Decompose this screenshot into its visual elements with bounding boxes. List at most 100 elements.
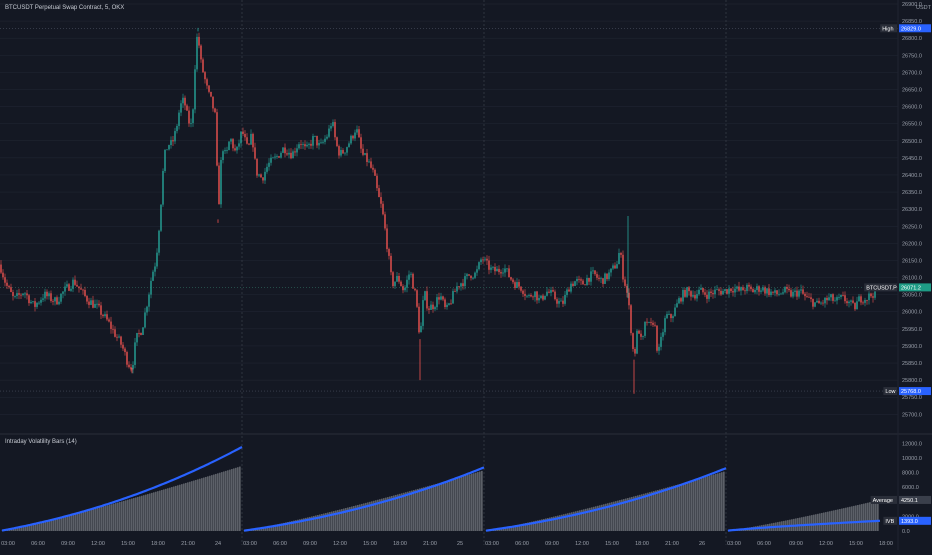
candle-body[interactable]	[18, 293, 19, 295]
candle-body[interactable]	[588, 278, 589, 282]
candle-body[interactable]	[768, 288, 769, 295]
candle-body[interactable]	[232, 139, 233, 148]
candle-body[interactable]	[542, 296, 543, 300]
candle-body[interactable]	[644, 322, 645, 336]
candle-body[interactable]	[100, 305, 101, 314]
candle-body[interactable]	[34, 301, 35, 307]
candle-body[interactable]	[186, 105, 187, 110]
candle-body[interactable]	[358, 129, 359, 137]
candle-body[interactable]	[576, 279, 577, 281]
candle-body[interactable]	[476, 269, 477, 272]
candle-body[interactable]	[454, 291, 455, 292]
candle-body[interactable]	[702, 288, 703, 292]
candle-body[interactable]	[716, 289, 717, 290]
candle-body[interactable]	[742, 287, 743, 290]
candle-body[interactable]	[112, 329, 113, 330]
candle-body[interactable]	[550, 290, 551, 293]
candle-body[interactable]	[418, 307, 419, 333]
candle-body[interactable]	[758, 286, 759, 292]
candle-body[interactable]	[4, 277, 5, 282]
candle-body[interactable]	[170, 140, 171, 145]
candle-body[interactable]	[6, 283, 7, 286]
candle-body[interactable]	[770, 292, 771, 295]
candle-body[interactable]	[848, 302, 849, 303]
candle-body[interactable]	[854, 303, 855, 309]
candle-body[interactable]	[736, 287, 737, 289]
candle-body[interactable]	[606, 274, 607, 280]
candle-body[interactable]	[338, 146, 339, 155]
candle-body[interactable]	[234, 148, 235, 150]
candle-body[interactable]	[82, 290, 83, 291]
candle-body[interactable]	[70, 289, 71, 291]
candle-body[interactable]	[524, 294, 525, 296]
candle-body[interactable]	[724, 289, 725, 291]
candle-body[interactable]	[838, 297, 839, 298]
candle-body[interactable]	[448, 303, 449, 304]
candle-body[interactable]	[116, 337, 117, 338]
candle-body[interactable]	[674, 308, 675, 317]
candle-body[interactable]	[286, 153, 287, 154]
candle-body[interactable]	[114, 329, 115, 337]
candle-body[interactable]	[622, 255, 623, 280]
candle-body[interactable]	[244, 134, 245, 137]
candle-body[interactable]	[826, 298, 827, 300]
candle-body[interactable]	[210, 92, 211, 97]
candle-body[interactable]	[646, 322, 647, 323]
candle-body[interactable]	[660, 337, 661, 347]
candle-body[interactable]	[620, 253, 621, 255]
candle-body[interactable]	[626, 286, 627, 293]
candle-body[interactable]	[336, 137, 337, 146]
candle-body[interactable]	[766, 288, 767, 293]
candle-body[interactable]	[846, 301, 847, 303]
candle-body[interactable]	[382, 204, 383, 215]
candle-body[interactable]	[16, 293, 17, 296]
candle-body[interactable]	[188, 111, 189, 124]
candle-body[interactable]	[12, 292, 13, 296]
candle-body[interactable]	[684, 290, 685, 297]
candle-body[interactable]	[522, 291, 523, 294]
candle-body[interactable]	[602, 278, 603, 284]
candle-body[interactable]	[710, 292, 711, 293]
candle-body[interactable]	[38, 303, 39, 304]
candle-body[interactable]	[320, 142, 321, 143]
candle-body[interactable]	[392, 272, 393, 286]
candle-body[interactable]	[840, 295, 841, 297]
candle-body[interactable]	[414, 289, 415, 291]
candle-body[interactable]	[252, 134, 253, 147]
candle-body[interactable]	[92, 300, 93, 307]
candle-body[interactable]	[152, 272, 153, 281]
candle-body[interactable]	[682, 290, 683, 302]
candle-body[interactable]	[508, 268, 509, 277]
candle-body[interactable]	[624, 279, 625, 285]
candle-body[interactable]	[62, 292, 63, 294]
candle-body[interactable]	[808, 297, 809, 298]
candle-body[interactable]	[8, 286, 9, 287]
candle-body[interactable]	[562, 301, 563, 304]
candle-body[interactable]	[404, 288, 405, 290]
candle-body[interactable]	[640, 334, 641, 337]
candle-body[interactable]	[530, 295, 531, 296]
candle-body[interactable]	[130, 367, 131, 369]
candle-body[interactable]	[688, 287, 689, 291]
candle-body[interactable]	[118, 337, 119, 338]
candle-body[interactable]	[98, 304, 99, 306]
candle-body[interactable]	[230, 139, 231, 141]
candle-body[interactable]	[362, 149, 363, 155]
candle-body[interactable]	[342, 150, 343, 153]
candle-body[interactable]	[532, 296, 533, 297]
candle-body[interactable]	[450, 303, 451, 304]
candle-body[interactable]	[798, 291, 799, 297]
candle-body[interactable]	[150, 281, 151, 295]
candle-body[interactable]	[658, 347, 659, 351]
candle-body[interactable]	[394, 282, 395, 287]
candle-body[interactable]	[108, 319, 109, 321]
candle-body[interactable]	[214, 108, 215, 112]
candle-body[interactable]	[680, 298, 681, 301]
candle-body[interactable]	[94, 304, 95, 308]
candle-body[interactable]	[472, 278, 473, 279]
candle-body[interactable]	[536, 291, 537, 300]
candle-body[interactable]	[694, 295, 695, 298]
candle-body[interactable]	[368, 161, 369, 162]
candle-body[interactable]	[46, 292, 47, 296]
candle-body[interactable]	[350, 136, 351, 144]
